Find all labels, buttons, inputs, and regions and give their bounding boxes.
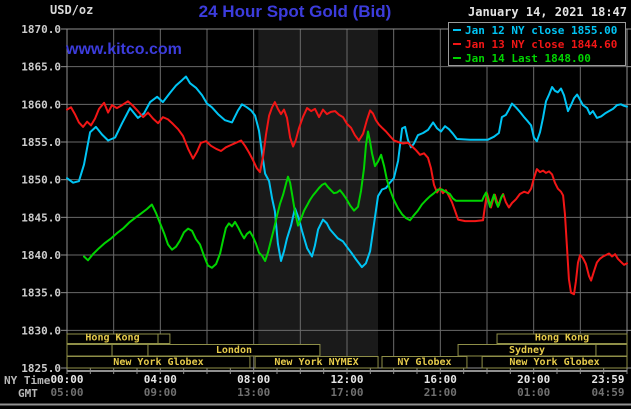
y-axis-label: 1840.0: [21, 249, 61, 262]
session-label: London: [216, 345, 252, 356]
y-axis-label: 1825.0: [21, 362, 61, 375]
x-axis-gmt-label: 05:00: [50, 386, 83, 399]
session-label: Hong Kong: [85, 333, 139, 344]
session-label: New York NYMEX: [274, 357, 358, 368]
session-box: [66, 356, 251, 369]
x-axis-ny-label: 23:59: [591, 373, 624, 386]
x-axis-ny-time-caption: NY Time: [4, 374, 51, 387]
chart-title: 24 Hour Spot Gold (Bid): [198, 2, 392, 21]
session-label: NY Globex: [397, 357, 451, 368]
x-axis-ny-label: 16:00: [424, 373, 457, 386]
legend-label: Jan 12 NY close 1855.00: [465, 24, 618, 37]
session-box: [66, 344, 113, 357]
legend-dash-icon: [453, 57, 461, 59]
y-axis-label: 1865.0: [21, 61, 61, 74]
x-axis-gmt-label: 09:00: [144, 386, 177, 399]
session-box: [496, 333, 628, 344]
session-box: [157, 333, 171, 344]
legend-item-jan13: Jan 13 NY close 1844.60: [452, 38, 625, 52]
session-label: Sydney: [509, 345, 545, 356]
price-line-series-2: [66, 100, 628, 296]
y-axis-unit-label: USD/oz: [50, 3, 94, 17]
legend-label: Jan 13 NY close 1844.60: [465, 38, 618, 51]
x-axis-gmt-label: 13:00: [237, 386, 270, 399]
legend-item-jan14: Jan 14 Last 1848.00: [452, 52, 625, 66]
session-label: New York Globex: [113, 357, 203, 368]
price-line-series-3: [83, 130, 505, 269]
session-box: [595, 344, 628, 357]
y-axis-label: 1850.0: [21, 174, 61, 187]
x-axis-ny-label: 04:00: [144, 373, 177, 386]
x-axis-gmt-label: 17:00: [330, 386, 363, 399]
x-axis-ny-label: 12:00: [330, 373, 363, 386]
legend-dash-icon: [453, 29, 461, 31]
legend-label: Jan 14 Last 1848.00: [465, 52, 591, 65]
y-axis-label: 1830.0: [21, 324, 61, 337]
kitco-watermark-link[interactable]: www.kitco.com: [66, 41, 182, 58]
x-axis-gmt-label: 01:00: [517, 386, 550, 399]
y-axis-label: 1835.0: [21, 287, 61, 300]
session-box: [381, 356, 468, 369]
y-axis-label: 1860.0: [21, 98, 61, 111]
y-axis-label: 1870.0: [21, 23, 61, 36]
x-axis-gmt-caption: GMT: [18, 387, 38, 400]
x-axis-gmt-label: 04:59: [591, 386, 624, 399]
y-axis-label: 1855.0: [21, 136, 61, 149]
x-axis-ny-label: 00:00: [50, 373, 83, 386]
x-axis-gmt-label: 21:00: [424, 386, 457, 399]
legend-box: Jan 12 NY close 1855.00 Jan 13 NY close …: [448, 22, 626, 66]
session-label: Hong Kong: [535, 333, 589, 344]
legend-dash-icon: [453, 43, 461, 45]
session-box: [254, 356, 379, 369]
legend-item-jan12: Jan 12 NY close 1855.00: [452, 24, 625, 38]
y-axis-label: 1845.0: [21, 211, 61, 224]
session-box: [481, 356, 628, 369]
price-line-series-1: [66, 75, 628, 269]
session-label: New York Globex: [509, 357, 599, 368]
nymex-session-highlight-band: [258, 29, 379, 368]
x-axis-ny-label: 20:00: [517, 373, 550, 386]
x-axis-ny-label: 08:00: [237, 373, 270, 386]
chart-timestamp: January 14, 2021 18:47: [468, 5, 627, 19]
session-box: [111, 344, 149, 357]
